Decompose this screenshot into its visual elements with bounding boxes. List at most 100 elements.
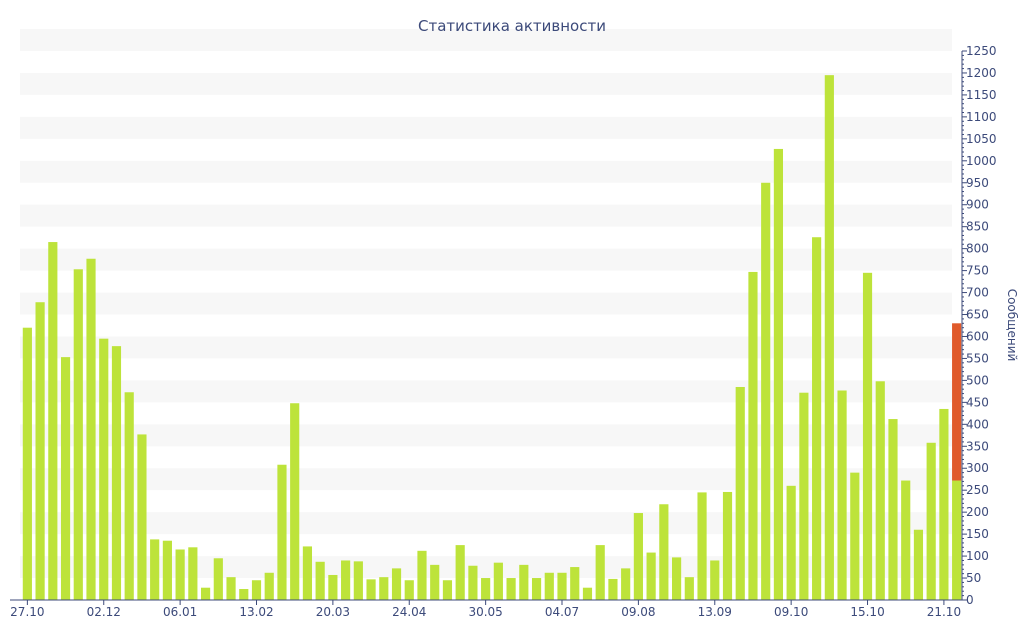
bar[interactable]: [646, 552, 656, 600]
bar[interactable]: [748, 271, 758, 600]
bar[interactable]: [824, 75, 834, 600]
bar[interactable]: [621, 568, 631, 600]
y-tick-label: 850: [966, 220, 989, 234]
bar[interactable]: [150, 539, 160, 600]
bar[interactable]: [684, 577, 694, 600]
bar[interactable]: [595, 545, 605, 600]
bar[interactable]: [468, 565, 478, 600]
bar[interactable]: [493, 562, 503, 600]
bar[interactable]: [531, 578, 542, 600]
bar[interactable]: [557, 572, 567, 600]
bar[interactable]: [302, 546, 313, 600]
bar[interactable]: [48, 242, 58, 601]
bar[interactable]: [99, 338, 109, 600]
bar[interactable]: [366, 579, 376, 600]
bar[interactable]: [773, 148, 784, 600]
bar[interactable]: [277, 464, 287, 600]
y-tick-label: 950: [966, 176, 989, 190]
x-tick-label: 21.10: [927, 605, 961, 619]
bar[interactable]: [124, 392, 134, 600]
bar[interactable]: [850, 472, 860, 600]
bar[interactable]: [519, 564, 529, 600]
bar[interactable]: [926, 442, 936, 600]
bar[interactable]: [201, 587, 211, 600]
bar[interactable]: [786, 485, 796, 600]
bar[interactable]: [481, 578, 491, 600]
bar[interactable]: [60, 357, 71, 600]
bar[interactable]: [544, 572, 554, 600]
y-tick-label: 650: [966, 308, 989, 322]
grid-band: [20, 72, 952, 95]
grid-band: [20, 380, 952, 403]
y-tick-label: 1050: [966, 132, 997, 146]
bar[interactable]: [162, 540, 172, 600]
bar[interactable]: [379, 577, 389, 600]
bar[interactable]: [722, 491, 733, 600]
highlight-bar-segment[interactable]: [952, 323, 962, 481]
y-axis: 0 50 100 150 200 250 300 350 400 450 500 550 600 650 7…: [961, 44, 997, 607]
bar[interactable]: [875, 381, 885, 600]
bar[interactable]: [73, 269, 83, 600]
bar[interactable]: [608, 578, 618, 600]
bar[interactable]: [862, 272, 873, 600]
bar[interactable]: [328, 574, 338, 600]
bar[interactable]: [137, 434, 147, 600]
bar[interactable]: [799, 392, 809, 600]
grid-band: [20, 336, 952, 359]
y-tick-label: 750: [966, 264, 989, 278]
bars: [22, 75, 962, 601]
bar[interactable]: [812, 237, 822, 600]
y-tick-label: 50: [966, 571, 981, 585]
bar[interactable]: [710, 560, 720, 600]
x-axis: 27.10 02.12 06.01 13.02 20.03 24.04 30.05 04.07…: [10, 599, 962, 619]
bar[interactable]: [188, 547, 198, 600]
bar[interactable]: [888, 419, 898, 600]
bar[interactable]: [697, 492, 707, 600]
bar[interactable]: [442, 580, 453, 600]
y-tick-label: 450: [966, 395, 989, 409]
y-axis-label: Сообщений: [1005, 289, 1019, 362]
bar[interactable]: [506, 578, 516, 600]
bar[interactable]: [290, 403, 300, 600]
x-tick-label: 30.05: [468, 605, 502, 619]
bar[interactable]: [901, 480, 911, 600]
bar[interactable]: [404, 580, 414, 600]
bar[interactable]: [455, 545, 465, 600]
bar[interactable]: [341, 560, 351, 600]
bar[interactable]: [837, 390, 847, 601]
grid-band: [20, 424, 952, 447]
x-tick-label: 15.10: [850, 605, 884, 619]
bar[interactable]: [672, 557, 682, 600]
bar[interactable]: [264, 572, 274, 600]
bar[interactable]: [239, 589, 249, 600]
bar[interactable]: [251, 580, 262, 600]
bar[interactable]: [417, 550, 427, 600]
bar[interactable]: [582, 587, 593, 600]
x-tick-label: 24.04: [392, 605, 426, 619]
bar[interactable]: [761, 182, 771, 600]
bar[interactable]: [939, 408, 949, 600]
bar[interactable]: [391, 568, 402, 600]
bar[interactable]: [353, 561, 363, 600]
bar[interactable]: [633, 513, 643, 600]
bar[interactable]: [226, 577, 236, 600]
bar[interactable]: [22, 327, 32, 600]
bar[interactable]: [175, 549, 185, 600]
x-tick-label: 27.10: [10, 605, 44, 619]
bar[interactable]: [35, 302, 45, 600]
grid-band: [20, 248, 952, 271]
bar[interactable]: [213, 558, 223, 600]
bar[interactable]: [735, 386, 745, 600]
bar[interactable]: [315, 561, 325, 600]
grid-band: [20, 292, 952, 315]
bar[interactable]: [430, 564, 440, 600]
y-tick-label: 300: [966, 461, 989, 475]
bar[interactable]: [659, 504, 669, 600]
bar[interactable]: [570, 567, 580, 600]
bar[interactable]: [952, 480, 962, 600]
grid-band: [20, 512, 952, 535]
bar[interactable]: [913, 529, 924, 600]
bar[interactable]: [86, 258, 96, 600]
bar[interactable]: [111, 346, 122, 600]
